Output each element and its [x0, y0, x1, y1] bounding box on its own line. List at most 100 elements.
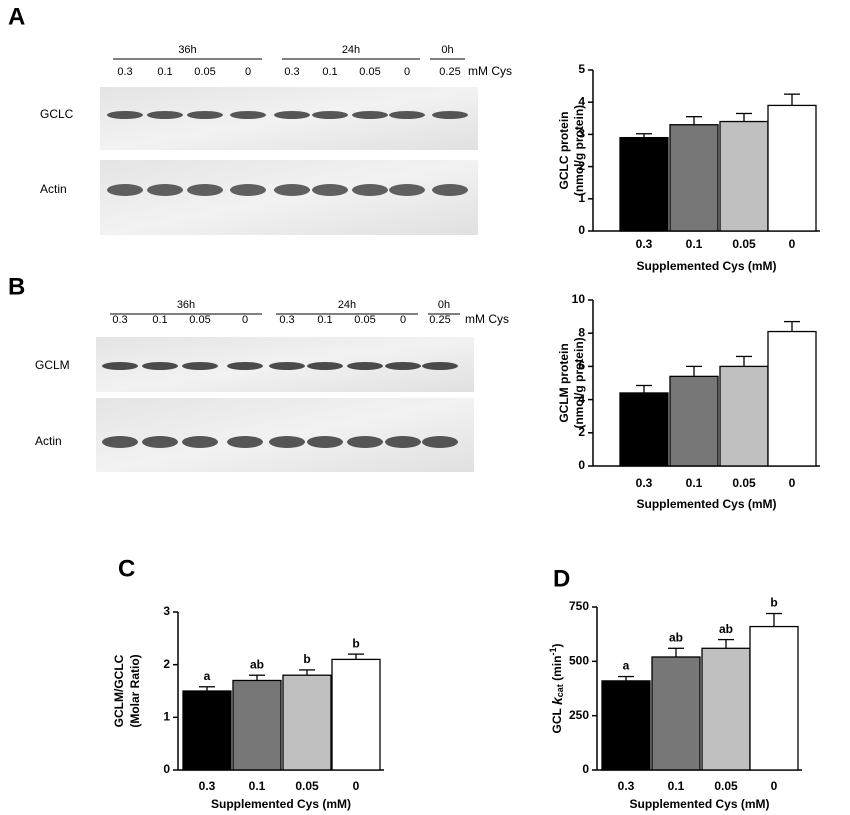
- panel-label: A: [8, 3, 25, 30]
- band: [102, 362, 138, 370]
- group-label: 36h: [177, 299, 195, 311]
- y-tick-label: 4: [578, 94, 585, 108]
- x-tick-label: 0.05: [295, 779, 319, 793]
- row-label: GCLC: [40, 107, 74, 121]
- band: [347, 362, 383, 370]
- annotation: b: [303, 652, 310, 666]
- x-tick-label: 0.05: [732, 237, 756, 251]
- y-tick-label: 2: [163, 657, 170, 671]
- lane-label: 0: [242, 314, 248, 326]
- group-label: 0h: [438, 299, 450, 311]
- band: [352, 184, 388, 196]
- lane-label: 0.1: [152, 314, 167, 326]
- lane-label: 0.05: [354, 314, 375, 326]
- x-tick-label: 0: [789, 476, 796, 490]
- lane-label: 0.1: [317, 314, 332, 326]
- y-axis-label: GCLM/GCLC: [112, 654, 126, 727]
- band: [422, 362, 458, 370]
- annotation: ab: [719, 622, 733, 636]
- y-tick-label: 3: [163, 604, 170, 618]
- annotation: a: [623, 659, 630, 673]
- group-label: 24h: [338, 299, 356, 311]
- x-tick-label: 0.3: [636, 237, 653, 251]
- x-tick-label: 0: [771, 779, 778, 793]
- x-tick-label: 0.1: [686, 476, 703, 490]
- band: [389, 184, 425, 196]
- x-tick-label: 0: [353, 779, 360, 793]
- y-tick-label: 250: [569, 708, 589, 722]
- group-label: 0h: [441, 44, 453, 56]
- lane-label: 0.3: [112, 314, 127, 326]
- band: [227, 362, 263, 370]
- x-axis-label: Supplemented Cys (mM): [629, 797, 769, 811]
- x-tick-label: 0.3: [618, 779, 635, 793]
- lane-label: 0.25: [439, 66, 460, 78]
- band: [307, 362, 343, 370]
- band: [274, 184, 310, 196]
- x-tick-label: 0.1: [668, 779, 685, 793]
- lane-label: 0: [404, 66, 410, 78]
- blot: [100, 160, 478, 235]
- band: [312, 111, 348, 119]
- lane-label: 0.3: [279, 314, 294, 326]
- y-tick-label: 5: [578, 62, 585, 76]
- bar: [651, 656, 701, 771]
- y-tick-label: 500: [569, 654, 589, 668]
- lane-label: 0.1: [322, 66, 337, 78]
- x-tick-label: 0.05: [732, 476, 756, 490]
- bar: [619, 392, 669, 467]
- bar: [767, 104, 817, 232]
- band: [182, 362, 218, 370]
- annotation: ab: [669, 630, 683, 644]
- bar: [767, 330, 817, 467]
- x-axis-label: Supplemented Cys (mM): [636, 259, 776, 273]
- bar: [669, 375, 719, 467]
- y-axis-label-part: GCL: [550, 705, 564, 733]
- band: [274, 111, 310, 119]
- y-axis-label: (nmol/g protein): [572, 337, 586, 428]
- group-label: 36h: [178, 44, 196, 56]
- y-tick-label: 0: [578, 223, 585, 237]
- y-axis-label-part: k: [549, 696, 565, 705]
- bar: [282, 674, 332, 771]
- band: [107, 184, 143, 196]
- band: [312, 184, 348, 196]
- band: [227, 436, 263, 448]
- y-axis-label: (Molar Ratio): [128, 654, 142, 727]
- band: [182, 436, 218, 448]
- y-axis-label: GCLC protein: [557, 112, 571, 190]
- panel-label: D: [553, 565, 570, 592]
- bar: [719, 365, 769, 467]
- lane-label: 0.05: [194, 66, 215, 78]
- y-tick-label: 0: [582, 762, 589, 776]
- lane-label: 0.1: [157, 66, 172, 78]
- x-tick-label: 0.1: [249, 779, 266, 793]
- bar: [619, 136, 669, 232]
- panel-label: C: [118, 555, 135, 582]
- band: [142, 436, 178, 448]
- row-label: Actin: [40, 182, 67, 196]
- lane-label: 0: [400, 314, 406, 326]
- band: [422, 436, 458, 448]
- y-tick-label: 750: [569, 599, 589, 613]
- annotation: ab: [250, 657, 264, 671]
- y-tick-label: 8: [578, 325, 585, 339]
- band: [385, 362, 421, 370]
- band: [142, 362, 178, 370]
- bar: [701, 647, 751, 771]
- y-axis-label-part: cat: [555, 684, 565, 697]
- bar: [719, 120, 769, 232]
- y-tick-label: 3: [578, 127, 585, 141]
- row-label: GCLM: [35, 358, 70, 372]
- lane-label: 0.05: [359, 66, 380, 78]
- band: [187, 111, 223, 119]
- y-axis-label-part: (min: [550, 656, 564, 685]
- y-axis-label-part: -1: [548, 648, 558, 656]
- row-label: Actin: [35, 434, 62, 448]
- bar: [749, 625, 799, 771]
- band: [432, 184, 468, 196]
- y-tick-label: 0: [578, 458, 585, 472]
- x-axis-label: Supplemented Cys (mM): [636, 497, 776, 511]
- y-axis-label: (nmol/g protein): [572, 105, 586, 196]
